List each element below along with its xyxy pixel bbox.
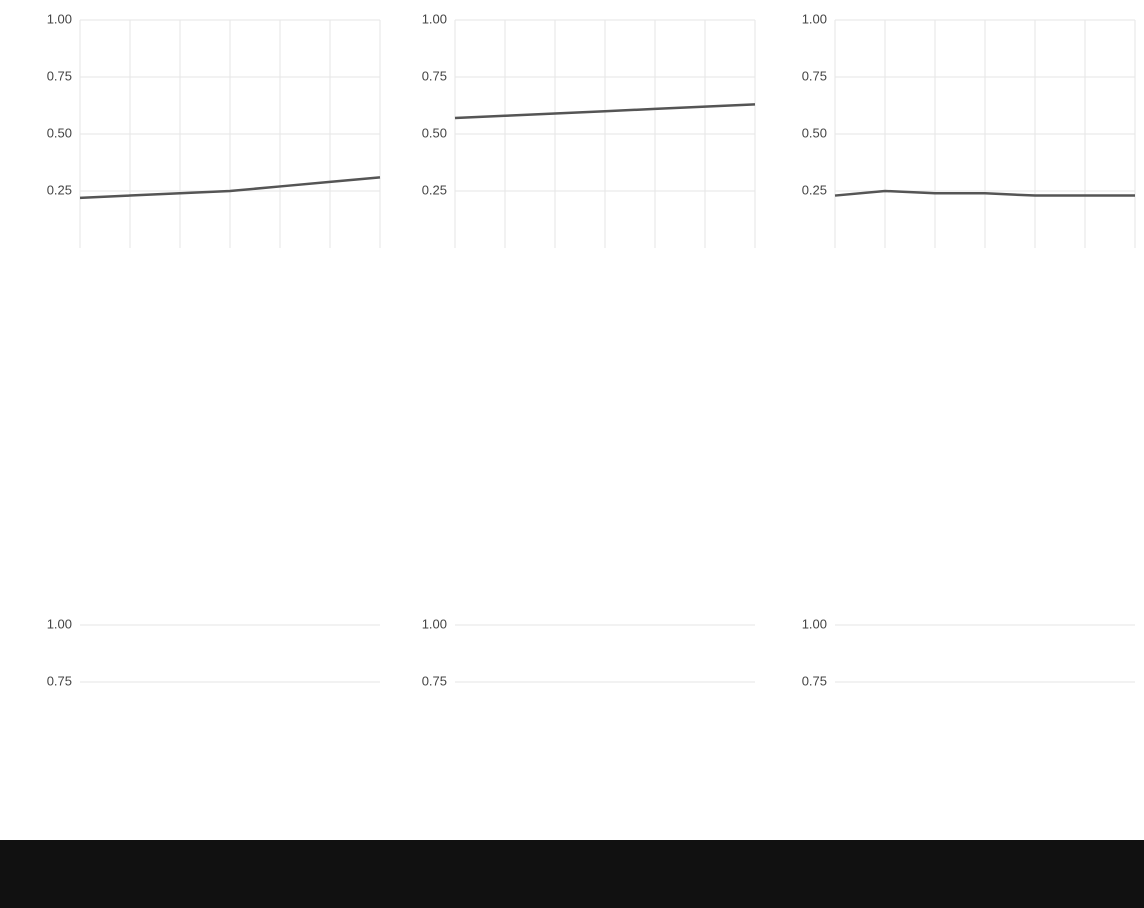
y-tick-label: 0.50 — [802, 125, 827, 140]
y-tick-label: 1.00 — [802, 616, 827, 631]
page: {"chart_data": [ {"type": "line", "x": [… — [0, 0, 1144, 908]
y-tick-label: 0.25 — [422, 182, 447, 197]
y-tick-label: 0.75 — [422, 673, 447, 688]
y-tick-label: 0.75 — [47, 68, 72, 83]
y-tick-label: 0.50 — [422, 125, 447, 140]
footer-bar — [0, 840, 1144, 908]
y-tick-label: 1.00 — [422, 616, 447, 631]
y-tick-label: 0.50 — [47, 125, 72, 140]
y-tick-label: 1.00 — [422, 11, 447, 26]
y-tick-label: 1.00 — [47, 616, 72, 631]
y-tick-label: 0.25 — [47, 182, 72, 197]
chart-grid: 0.25 0.50 0.75 1.00 0.25 0.50 0.75 1.00 0.25 0.50… — [0, 0, 1144, 908]
y-tick-label: 1.00 — [802, 11, 827, 26]
y-tick-label: 0.75 — [802, 673, 827, 688]
y-tick-label: 0.75 — [802, 68, 827, 83]
y-tick-label: 0.75 — [422, 68, 447, 83]
y-tick-label: 0.75 — [47, 673, 72, 688]
y-tick-label: 1.00 — [47, 11, 72, 26]
y-tick-label: 0.25 — [802, 182, 827, 197]
